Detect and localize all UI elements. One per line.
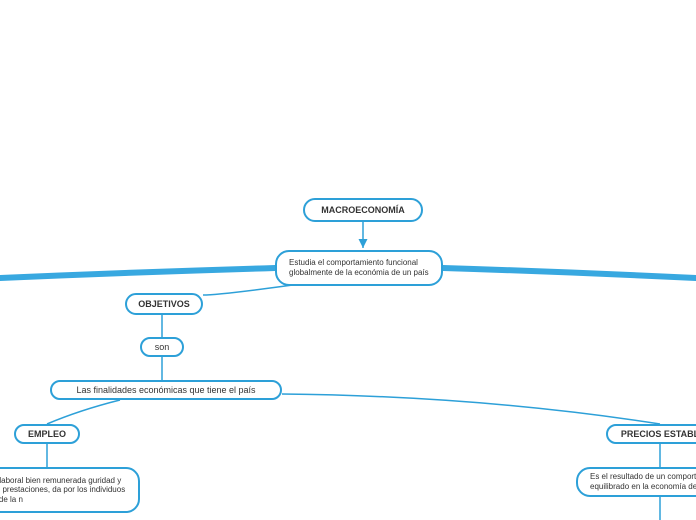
node-objetivos: OBJETIVOS — [125, 293, 203, 315]
node-desc: Estudia el comportamiento funcional glob… — [275, 250, 443, 286]
node-precios-desc-label: Es el resultado de un comportam equilibr… — [590, 472, 696, 491]
node-precios: PRECIOS ESTABLES — [606, 424, 696, 444]
node-objetivos-label: OBJETIVOS — [138, 299, 190, 310]
node-precios-desc: Es el resultado de un comportam equilibr… — [576, 467, 696, 497]
node-precios-label: PRECIOS ESTABLES — [621, 429, 696, 440]
node-empleo: EMPLEO — [14, 424, 80, 444]
node-finalidades-label: Las finalidades económicas que tiene el … — [76, 385, 255, 396]
node-son: son — [140, 337, 184, 357]
mindmap-canvas: MACROECONOMÍA Estudia el comportamiento … — [0, 0, 696, 520]
node-finalidades: Las finalidades económicas que tiene el … — [50, 380, 282, 400]
node-son-label: son — [155, 342, 170, 353]
node-empleo-desc: tividad laboral bien remunerada guridad … — [0, 467, 140, 513]
node-empleo-desc-label: tividad laboral bien remunerada guridad … — [0, 476, 126, 505]
node-root-label: MACROECONOMÍA — [321, 205, 405, 216]
node-empleo-label: EMPLEO — [28, 429, 66, 440]
node-root: MACROECONOMÍA — [303, 198, 423, 222]
node-desc-label: Estudia el comportamiento funcional glob… — [289, 258, 429, 277]
